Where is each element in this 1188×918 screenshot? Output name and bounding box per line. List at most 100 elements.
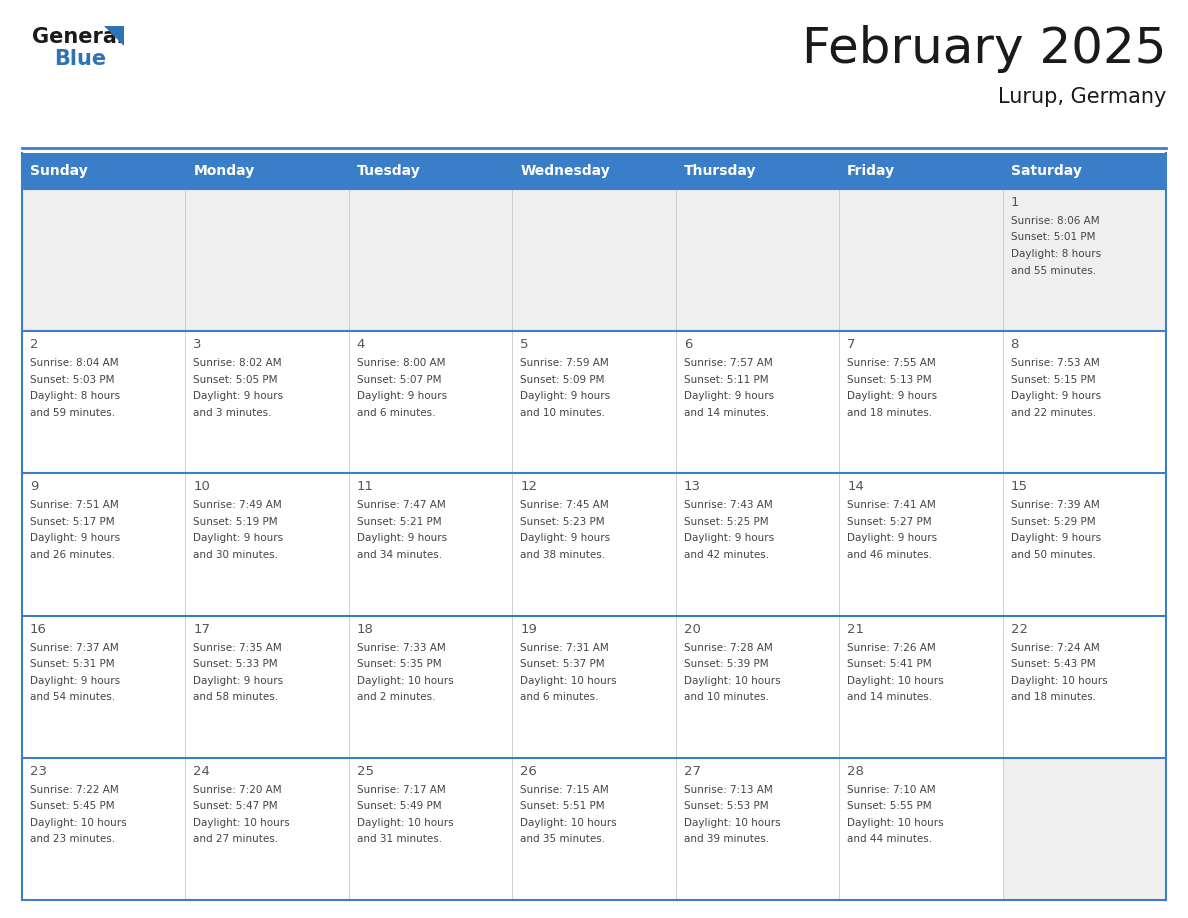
Text: Sunrise: 7:20 AM: Sunrise: 7:20 AM: [194, 785, 282, 795]
Text: Sunrise: 7:10 AM: Sunrise: 7:10 AM: [847, 785, 936, 795]
Text: and 30 minutes.: and 30 minutes.: [194, 550, 278, 560]
Text: and 3 minutes.: and 3 minutes.: [194, 408, 272, 418]
Text: and 14 minutes.: and 14 minutes.: [684, 408, 769, 418]
Text: Sunset: 5:47 PM: Sunset: 5:47 PM: [194, 801, 278, 812]
Text: 14: 14: [847, 480, 864, 493]
Text: Sunset: 5:03 PM: Sunset: 5:03 PM: [30, 375, 114, 385]
Text: Sunrise: 7:37 AM: Sunrise: 7:37 AM: [30, 643, 119, 653]
Text: February 2025: February 2025: [802, 25, 1165, 73]
Text: and 38 minutes.: and 38 minutes.: [520, 550, 606, 560]
Text: Sunrise: 7:53 AM: Sunrise: 7:53 AM: [1011, 358, 1099, 368]
Text: and 18 minutes.: and 18 minutes.: [1011, 692, 1095, 702]
Text: Sunrise: 7:45 AM: Sunrise: 7:45 AM: [520, 500, 609, 510]
Text: Sunrise: 8:06 AM: Sunrise: 8:06 AM: [1011, 216, 1099, 226]
Text: 23: 23: [30, 765, 48, 778]
Text: Daylight: 10 hours: Daylight: 10 hours: [356, 818, 454, 828]
Text: 20: 20: [684, 622, 701, 635]
Text: Sunrise: 7:17 AM: Sunrise: 7:17 AM: [356, 785, 446, 795]
Text: Daylight: 10 hours: Daylight: 10 hours: [520, 676, 617, 686]
Bar: [23, 757, 185, 900]
Bar: [23, 153, 185, 189]
Text: Lurup, Germany: Lurup, Germany: [998, 87, 1165, 107]
Text: Sunset: 5:05 PM: Sunset: 5:05 PM: [194, 375, 278, 385]
Text: 12: 12: [520, 480, 537, 493]
Text: Daylight: 9 hours: Daylight: 9 hours: [520, 533, 611, 543]
Text: Sunset: 5:39 PM: Sunset: 5:39 PM: [684, 659, 769, 669]
Text: and 35 minutes.: and 35 minutes.: [520, 834, 606, 845]
Text: Sunrise: 8:00 AM: Sunrise: 8:00 AM: [356, 358, 446, 368]
Text: Sunset: 5:13 PM: Sunset: 5:13 PM: [847, 375, 931, 385]
Text: Sunrise: 7:51 AM: Sunrise: 7:51 AM: [30, 500, 119, 510]
Bar: [349, 474, 512, 616]
Text: Sunset: 5:29 PM: Sunset: 5:29 PM: [1011, 517, 1095, 527]
Bar: [839, 189, 1003, 331]
Text: Sunset: 5:31 PM: Sunset: 5:31 PM: [30, 659, 114, 669]
Text: Sunset: 5:15 PM: Sunset: 5:15 PM: [1011, 375, 1095, 385]
Text: Daylight: 10 hours: Daylight: 10 hours: [847, 676, 943, 686]
Text: Sunrise: 8:02 AM: Sunrise: 8:02 AM: [194, 358, 282, 368]
Text: Sunrise: 7:24 AM: Sunrise: 7:24 AM: [1011, 643, 1099, 653]
Text: Daylight: 10 hours: Daylight: 10 hours: [30, 818, 127, 828]
Text: 9: 9: [30, 480, 38, 493]
Text: 25: 25: [356, 765, 374, 778]
Text: Daylight: 9 hours: Daylight: 9 hours: [194, 391, 284, 401]
Text: Sunset: 5:33 PM: Sunset: 5:33 PM: [194, 659, 278, 669]
Text: and 10 minutes.: and 10 minutes.: [520, 408, 605, 418]
Text: and 58 minutes.: and 58 minutes.: [194, 692, 278, 702]
Bar: [23, 189, 185, 331]
Text: 24: 24: [194, 765, 210, 778]
Text: Daylight: 10 hours: Daylight: 10 hours: [356, 676, 454, 686]
Bar: [676, 189, 839, 331]
Bar: [839, 757, 1003, 900]
Text: and 50 minutes.: and 50 minutes.: [1011, 550, 1095, 560]
Bar: [23, 474, 185, 616]
Text: Thursday: Thursday: [684, 164, 757, 178]
Text: Sunset: 5:45 PM: Sunset: 5:45 PM: [30, 801, 114, 812]
Text: Sunset: 5:43 PM: Sunset: 5:43 PM: [1011, 659, 1095, 669]
Text: Sunset: 5:55 PM: Sunset: 5:55 PM: [847, 801, 931, 812]
Text: Sunset: 5:49 PM: Sunset: 5:49 PM: [356, 801, 442, 812]
Text: Sunset: 5:19 PM: Sunset: 5:19 PM: [194, 517, 278, 527]
Text: Daylight: 9 hours: Daylight: 9 hours: [356, 391, 447, 401]
Text: Daylight: 8 hours: Daylight: 8 hours: [30, 391, 120, 401]
Text: and 44 minutes.: and 44 minutes.: [847, 834, 933, 845]
Text: Sunset: 5:07 PM: Sunset: 5:07 PM: [356, 375, 442, 385]
Text: Sunday: Sunday: [30, 164, 88, 178]
Bar: [676, 757, 839, 900]
Text: Daylight: 9 hours: Daylight: 9 hours: [356, 533, 447, 543]
Text: 22: 22: [1011, 622, 1028, 635]
Text: Friday: Friday: [847, 164, 896, 178]
Text: 19: 19: [520, 622, 537, 635]
Text: Daylight: 10 hours: Daylight: 10 hours: [194, 818, 290, 828]
Text: Sunrise: 7:26 AM: Sunrise: 7:26 AM: [847, 643, 936, 653]
Text: and 42 minutes.: and 42 minutes.: [684, 550, 769, 560]
Bar: [676, 474, 839, 616]
Text: Sunrise: 7:57 AM: Sunrise: 7:57 AM: [684, 358, 772, 368]
Text: Sunrise: 7:28 AM: Sunrise: 7:28 AM: [684, 643, 772, 653]
Text: Daylight: 9 hours: Daylight: 9 hours: [1011, 391, 1101, 401]
Bar: [1003, 474, 1165, 616]
Text: 7: 7: [847, 338, 855, 352]
Bar: [1003, 757, 1165, 900]
Text: Sunrise: 7:31 AM: Sunrise: 7:31 AM: [520, 643, 609, 653]
Text: Daylight: 10 hours: Daylight: 10 hours: [1011, 676, 1107, 686]
Bar: [349, 616, 512, 757]
Text: Sunrise: 7:22 AM: Sunrise: 7:22 AM: [30, 785, 119, 795]
Text: Sunset: 5:51 PM: Sunset: 5:51 PM: [520, 801, 605, 812]
Text: Daylight: 9 hours: Daylight: 9 hours: [194, 533, 284, 543]
Text: Daylight: 10 hours: Daylight: 10 hours: [684, 818, 781, 828]
Text: Sunrise: 7:43 AM: Sunrise: 7:43 AM: [684, 500, 772, 510]
Text: Sunrise: 7:15 AM: Sunrise: 7:15 AM: [520, 785, 609, 795]
Text: Sunrise: 7:39 AM: Sunrise: 7:39 AM: [1011, 500, 1099, 510]
Polygon shape: [105, 26, 124, 46]
Text: Monday: Monday: [194, 164, 254, 178]
Text: Daylight: 9 hours: Daylight: 9 hours: [847, 391, 937, 401]
Bar: [839, 153, 1003, 189]
Bar: [349, 757, 512, 900]
Text: 15: 15: [1011, 480, 1028, 493]
Text: 26: 26: [520, 765, 537, 778]
Text: and 18 minutes.: and 18 minutes.: [847, 408, 933, 418]
Text: Blue: Blue: [53, 49, 106, 69]
Bar: [23, 616, 185, 757]
Text: and 46 minutes.: and 46 minutes.: [847, 550, 933, 560]
